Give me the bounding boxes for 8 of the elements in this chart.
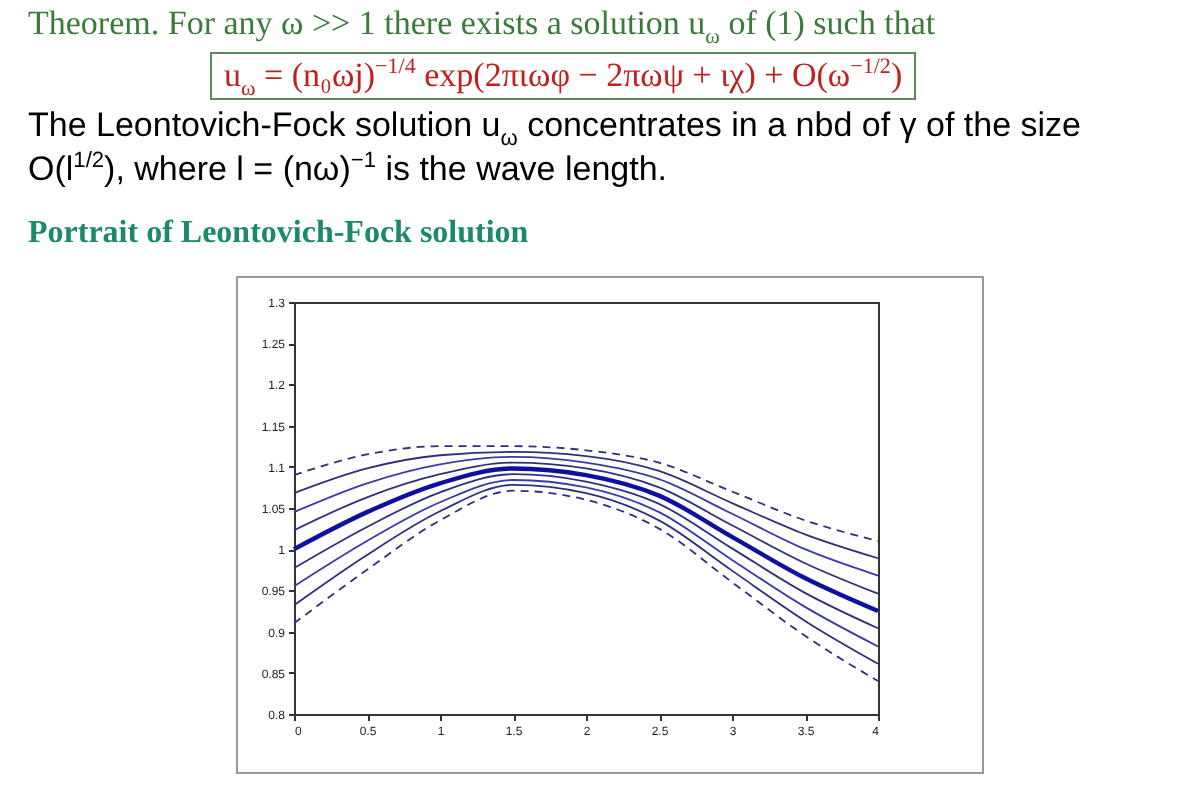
chart-title: Theorem. For any ω >> 1 there exists a solution u$_{ω}$ of (1) such that [28, 4, 936, 49]
line-series [293, 451, 879, 560]
line-series [293, 461, 879, 595]
text: The Leontovich-Fock solution u$_{ω}$ concentrates in a nbd of γ of the size O(l$^{1/2}$), where l = (nω)$^{−1}$ is the wave length. [28, 106, 1081, 188]
chart-subtitle: Portrait of Leontovich-Fock solution [28, 216, 529, 252]
line-series [293, 456, 879, 577]
line-series [293, 445, 879, 542]
text: u$_{ω}$ = (n₀ωj)$^{−1/4}$ exp(2πιωφ − 2πωψ + ιχ) + O(ω$^{−1/2}$) [210, 52, 917, 101]
